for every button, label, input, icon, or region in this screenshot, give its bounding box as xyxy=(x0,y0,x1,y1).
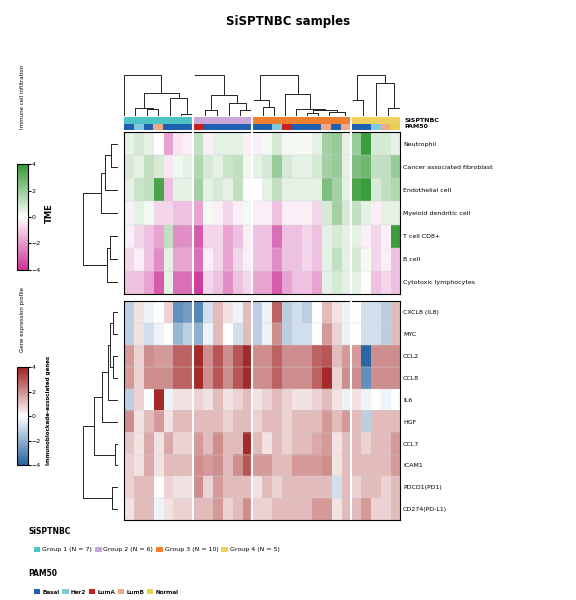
Bar xyxy=(222,117,233,124)
Bar xyxy=(321,124,331,130)
Bar xyxy=(291,117,302,124)
Bar xyxy=(302,124,312,130)
Bar xyxy=(233,124,242,130)
Bar xyxy=(391,124,400,130)
Bar xyxy=(233,117,242,124)
Bar xyxy=(252,117,262,124)
Bar xyxy=(242,124,252,130)
Bar xyxy=(371,124,381,130)
Bar xyxy=(262,117,272,124)
Bar xyxy=(193,117,203,124)
Text: PAM50: PAM50 xyxy=(29,569,58,577)
Bar xyxy=(252,124,262,130)
Bar xyxy=(321,117,331,124)
Bar xyxy=(282,124,291,130)
Bar xyxy=(213,124,222,130)
Bar xyxy=(282,117,291,124)
Bar xyxy=(371,117,381,124)
Bar xyxy=(164,124,173,130)
Text: Immune cell infiltration: Immune cell infiltration xyxy=(20,65,25,129)
Text: SiSPTNBC: SiSPTNBC xyxy=(29,527,71,535)
Bar xyxy=(341,117,351,124)
Bar xyxy=(381,117,391,124)
Bar xyxy=(124,124,134,130)
Bar xyxy=(134,117,143,124)
Bar xyxy=(173,117,183,124)
Bar xyxy=(331,124,341,130)
Bar xyxy=(153,117,164,124)
Text: Gene expression profile: Gene expression profile xyxy=(20,287,25,352)
Bar xyxy=(272,117,282,124)
Bar xyxy=(291,124,302,130)
Bar xyxy=(272,124,282,130)
Bar xyxy=(124,117,134,124)
Bar xyxy=(391,117,400,124)
Bar xyxy=(302,117,312,124)
Bar xyxy=(143,124,153,130)
Text: SiSPTNBC samples: SiSPTNBC samples xyxy=(226,15,350,28)
Bar xyxy=(381,124,391,130)
Bar xyxy=(242,117,252,124)
Bar xyxy=(331,117,341,124)
Text: Immunoblockade-associated genes: Immunoblockade-associated genes xyxy=(47,356,51,465)
Bar xyxy=(183,117,193,124)
Text: PAM50: PAM50 xyxy=(404,124,428,130)
Bar xyxy=(183,124,193,130)
Bar xyxy=(134,124,143,130)
Bar xyxy=(164,117,173,124)
Bar xyxy=(173,124,183,130)
Text: SiSPTNBC: SiSPTNBC xyxy=(404,118,439,123)
Text: TME: TME xyxy=(44,203,54,223)
Bar xyxy=(222,124,233,130)
Bar xyxy=(143,117,153,124)
Bar xyxy=(312,124,321,130)
Bar xyxy=(203,124,213,130)
Bar xyxy=(341,124,351,130)
Legend: Basal, Her2, LumA, LumB, Normal: Basal, Her2, LumA, LumB, Normal xyxy=(32,587,180,597)
Bar xyxy=(203,117,213,124)
Bar xyxy=(262,124,272,130)
Bar xyxy=(193,124,203,130)
Bar xyxy=(153,124,164,130)
Bar xyxy=(351,117,361,124)
Bar xyxy=(312,117,321,124)
Bar xyxy=(361,124,371,130)
Bar xyxy=(361,117,371,124)
Bar xyxy=(213,117,222,124)
Bar xyxy=(351,124,361,130)
